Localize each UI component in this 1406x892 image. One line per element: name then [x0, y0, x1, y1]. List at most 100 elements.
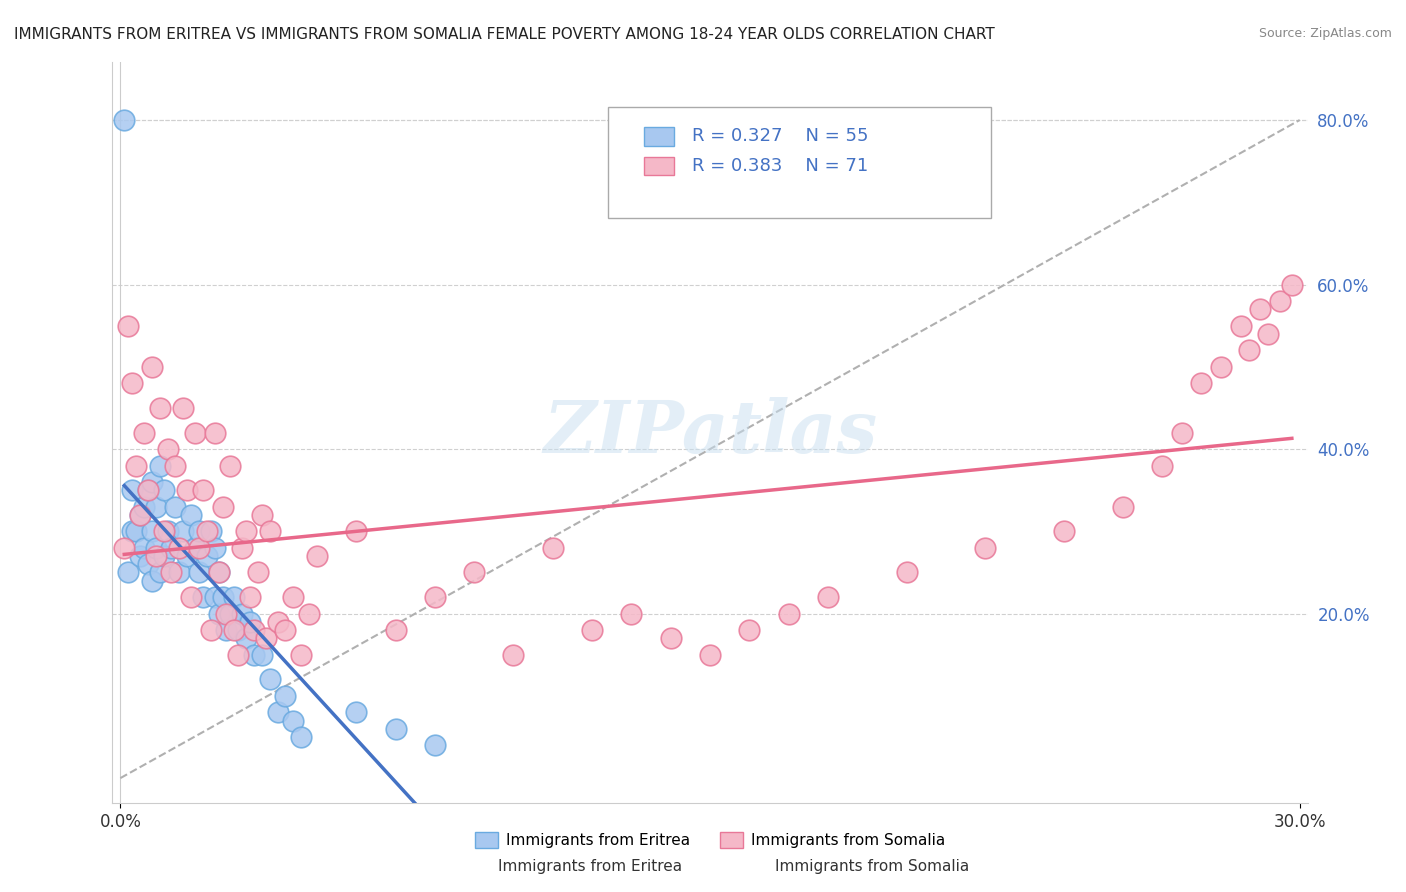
Point — [156, 442, 179, 456]
Point — [125, 524, 148, 539]
Point — [384, 722, 406, 736]
Point — [191, 483, 214, 498]
Point — [1237, 343, 1260, 358]
Point — [141, 475, 163, 489]
Point — [259, 673, 281, 687]
Point — [117, 318, 139, 333]
Point — [132, 500, 155, 514]
Point — [129, 508, 152, 522]
Point — [112, 113, 135, 128]
Point — [160, 541, 183, 555]
Point — [184, 541, 207, 555]
Point — [659, 632, 682, 646]
Point — [211, 590, 233, 604]
Point — [204, 590, 226, 604]
Text: ZIPatlas: ZIPatlas — [543, 397, 877, 468]
Point — [207, 607, 229, 621]
Point — [620, 607, 643, 621]
Point — [231, 541, 253, 555]
Point — [215, 623, 238, 637]
Point — [145, 541, 167, 555]
Text: Immigrants from Eritrea: Immigrants from Eritrea — [499, 859, 682, 874]
Point — [305, 549, 328, 563]
Point — [219, 458, 242, 473]
Point — [817, 590, 839, 604]
Point — [121, 524, 143, 539]
Text: R = 0.383    N = 71: R = 0.383 N = 71 — [692, 157, 869, 175]
Point — [188, 524, 211, 539]
Point — [176, 483, 198, 498]
Point — [738, 623, 761, 637]
Point — [132, 425, 155, 440]
Point — [581, 623, 603, 637]
Point — [165, 500, 187, 514]
Point — [152, 549, 174, 563]
Point — [200, 623, 222, 637]
Legend: Immigrants from Eritrea, Immigrants from Somalia: Immigrants from Eritrea, Immigrants from… — [468, 826, 952, 855]
Text: Immigrants from Somalia: Immigrants from Somalia — [775, 859, 969, 874]
Point — [136, 558, 159, 572]
Point — [180, 590, 202, 604]
Point — [1209, 359, 1232, 374]
Point — [204, 425, 226, 440]
Point — [219, 607, 242, 621]
Point — [246, 566, 269, 580]
Point — [231, 607, 253, 621]
Point — [1281, 277, 1303, 292]
Text: R = 0.327    N = 55: R = 0.327 N = 55 — [692, 128, 869, 145]
Point — [1249, 302, 1271, 317]
Point — [239, 615, 262, 629]
Point — [344, 706, 367, 720]
Point — [152, 483, 174, 498]
Point — [423, 738, 446, 752]
Point — [180, 508, 202, 522]
Point — [1268, 293, 1291, 308]
Point — [165, 458, 187, 473]
Point — [344, 524, 367, 539]
Point — [188, 541, 211, 555]
Point — [250, 508, 273, 522]
Point — [129, 508, 152, 522]
Point — [235, 632, 257, 646]
Point — [129, 549, 152, 563]
Point — [149, 458, 172, 473]
Point — [266, 615, 288, 629]
Point — [384, 623, 406, 637]
Point — [145, 500, 167, 514]
Point — [235, 524, 257, 539]
Point — [502, 648, 524, 662]
Point — [141, 574, 163, 588]
Point — [211, 500, 233, 514]
Point — [423, 590, 446, 604]
Point — [290, 730, 312, 744]
Point — [239, 590, 262, 604]
Point — [215, 607, 238, 621]
Point — [125, 458, 148, 473]
Point — [250, 648, 273, 662]
Point — [1112, 500, 1135, 514]
Point — [896, 566, 918, 580]
Point — [117, 566, 139, 580]
Point — [195, 524, 218, 539]
Point — [283, 714, 305, 728]
Point — [283, 590, 305, 604]
Point — [1257, 326, 1279, 341]
Point — [1152, 458, 1174, 473]
FancyBboxPatch shape — [609, 107, 991, 218]
Point — [136, 483, 159, 498]
Point — [149, 401, 172, 415]
Point — [1171, 425, 1194, 440]
Point — [243, 648, 266, 662]
Point — [184, 425, 207, 440]
Point — [141, 359, 163, 374]
Point — [176, 549, 198, 563]
Point — [259, 524, 281, 539]
Point — [207, 566, 229, 580]
Point — [274, 623, 297, 637]
Point — [463, 566, 485, 580]
Point — [195, 549, 218, 563]
Point — [778, 607, 800, 621]
Point — [1229, 318, 1251, 333]
Point — [169, 541, 191, 555]
Point — [112, 541, 135, 555]
